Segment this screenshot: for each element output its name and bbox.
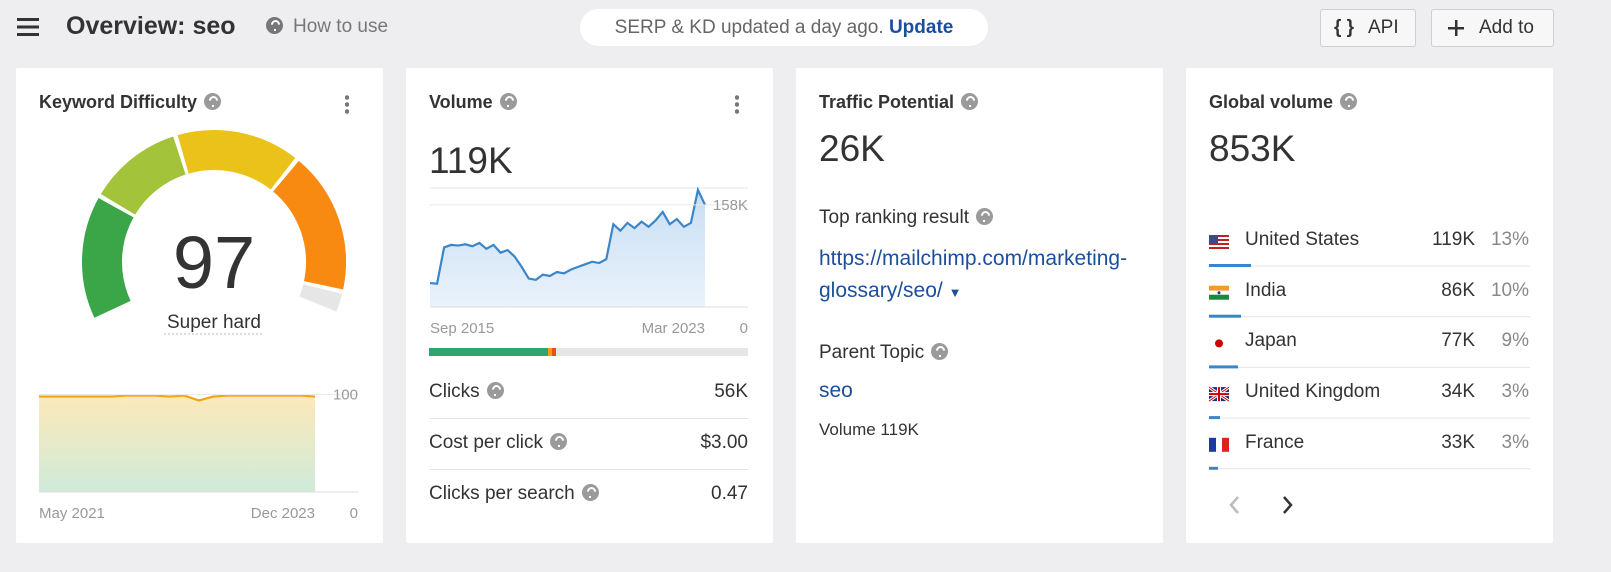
share-bar [1209, 416, 1220, 420]
card-title: Global volume [1209, 92, 1358, 113]
metric-value: 56K [714, 381, 748, 402]
y-tick-label: 158K [713, 197, 748, 214]
gauge-segment [177, 130, 296, 190]
page-title: Overview: seo [66, 12, 236, 40]
metric-label: Clicks per search [429, 483, 599, 505]
kd-score: 97 [173, 221, 255, 304]
flag [1209, 437, 1229, 452]
y-tick-label: 100 [333, 387, 358, 404]
y-tick-label: 0 [740, 320, 748, 337]
country-volume: 77K [1441, 330, 1475, 352]
share-bar [1209, 264, 1251, 267]
card-title: Volume [429, 92, 517, 113]
button-label[interactable]: Add to [1479, 17, 1534, 38]
country-name: United States [1245, 229, 1360, 250]
x-tick-label: May 2021 [39, 505, 105, 522]
x-tick-label: Dec 2023 [251, 505, 315, 522]
card-title-text: Global volume [1209, 92, 1334, 112]
share-bar [1209, 365, 1238, 369]
country-name: United Kingdom [1245, 381, 1381, 403]
country-volume: 33K [1441, 431, 1475, 453]
metric-label: Clicks [429, 381, 504, 403]
notice-text: SERP & KD updated a day ago. [614, 17, 884, 38]
url[interactable]: https://mailchimp.com/marketing-glossary… [819, 247, 1128, 302]
country-share: 10% [1490, 279, 1529, 301]
card-title-text: Keyword Difficulty [39, 92, 198, 112]
metric-label: Cost per click [429, 432, 568, 454]
parent-topic-link[interactable]: seo [819, 379, 853, 402]
gauge-segment [100, 136, 187, 216]
country-name: India [1245, 279, 1287, 301]
flag [1208, 385, 1230, 403]
flag [1209, 336, 1229, 351]
card-title-text: Volume [429, 92, 493, 112]
help-text[interactable]: How to use [293, 16, 389, 37]
global-value: 853K [1209, 128, 1296, 169]
metric-value: 0.47 [711, 483, 748, 504]
x-tick-label: Sep 2015 [430, 320, 494, 337]
country-name: France [1245, 431, 1305, 453]
area [39, 395, 315, 492]
flag [1209, 285, 1229, 300]
gauge-segment [299, 283, 343, 312]
metric-label-text: Cost per click [429, 432, 544, 453]
api-button[interactable]: { } API [1320, 9, 1416, 47]
country-name: Japan [1245, 330, 1297, 352]
card-title-text: Traffic Potential [819, 92, 955, 112]
update-notice: SERP & KD updated a day ago. Update [580, 9, 988, 46]
update-link[interactable]: Update [888, 17, 954, 38]
country-share: 3% [1501, 431, 1529, 453]
metric-label-text: Clicks [429, 381, 480, 402]
country-share: 3% [1501, 381, 1529, 403]
share-bar [1209, 314, 1241, 318]
kd-label: Super hard [167, 312, 261, 333]
menu[interactable] [345, 94, 349, 114]
label: Parent Topic [819, 342, 949, 364]
top-result-link[interactable]: https://mailchimp.com/marketing-glossary… [819, 247, 1128, 302]
metric-value: $3.00 [700, 432, 748, 453]
country-volume: 119K [1432, 229, 1475, 250]
x-tick-label: Mar 2023 [642, 320, 705, 337]
gauge-segment [82, 198, 134, 318]
country-share: 13% [1490, 229, 1529, 250]
label: Top ranking result [819, 207, 993, 229]
pager[interactable] [1224, 494, 1294, 516]
menu[interactable] [735, 94, 739, 114]
help-link[interactable]: How to use [266, 16, 388, 38]
flag [1209, 235, 1229, 249]
area [430, 189, 705, 307]
share-bar [1209, 466, 1218, 470]
label-text: Parent Topic [819, 342, 925, 363]
country-volume: 34K [1441, 381, 1475, 403]
add-button[interactable]: Add to [1431, 9, 1554, 47]
card-title: Traffic Potential [819, 92, 979, 113]
traffic-value: 26K [819, 128, 885, 169]
clicks-bar [429, 348, 748, 356]
gauge-segment [272, 160, 346, 290]
menu-icon[interactable] [17, 17, 39, 37]
country-volume: 86K [1441, 279, 1475, 301]
y-tick-label: 0 [350, 505, 358, 522]
traffic-card: Traffic Potential 26K Top ranking result… [796, 68, 1163, 543]
line [39, 394, 316, 402]
card-title: Keyword Difficulty [39, 92, 222, 113]
line [429, 186, 706, 285]
button-label[interactable]: API [1368, 17, 1399, 38]
label-text: Top ranking result [819, 207, 969, 228]
metric-label-text: Clicks per search [429, 483, 575, 504]
parent-volume: Volume 119K [819, 420, 919, 439]
global-card: Global volume 853K [1186, 68, 1553, 543]
country-share: 9% [1501, 330, 1529, 352]
volume-value: 119K [429, 140, 513, 181]
